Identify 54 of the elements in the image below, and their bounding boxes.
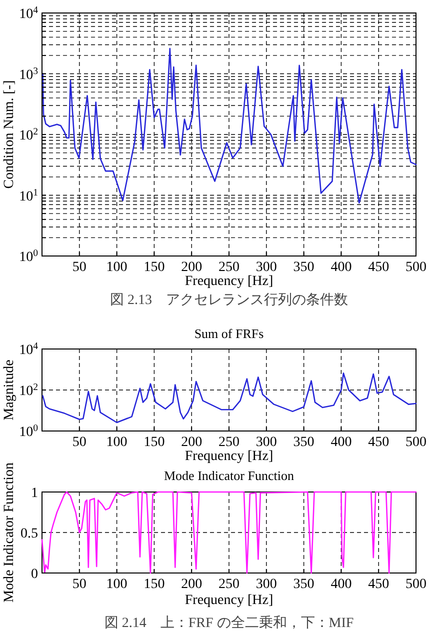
y-tick-label: 1 <box>31 486 38 501</box>
x-tick-label: 200 <box>181 260 202 275</box>
x-tick-label: 100 <box>106 435 128 450</box>
x-tick-label: 400 <box>330 260 352 275</box>
x-tick-label: 400 <box>330 435 352 450</box>
x-axis-title: Frequency [Hz] <box>184 274 274 289</box>
line-series <box>42 372 417 424</box>
y-tick-label: 0 <box>31 567 38 582</box>
x-tick-label: 250 <box>218 577 240 592</box>
y-axis-title: Magnitude <box>2 360 17 420</box>
x-tick-label: 150 <box>144 577 165 592</box>
chart-title: Sum of FRFs <box>194 326 264 341</box>
caption: 図 2.13 アクセレランス行列の条件数 <box>110 292 348 308</box>
x-tick-label: 450 <box>368 435 390 450</box>
x-tick-label: 150 <box>144 435 165 450</box>
x-tick-label: 150 <box>144 260 165 275</box>
y-tick-label: 10$^{0}$ <box>19 422 38 440</box>
y-tick-label: 10$^{2}$ <box>19 126 38 144</box>
x-tick-label: 50 <box>72 435 86 450</box>
x-tick-label: 500 <box>406 260 426 275</box>
x-tick-label: 100 <box>106 577 128 592</box>
x-tick-label: 500 <box>406 577 426 592</box>
x-tick-label: 300 <box>256 577 277 592</box>
y-axis-title: Mode Indicator Function <box>2 462 17 602</box>
caption: 図 2.14 上：FRF の全二乗和，下：MIF <box>104 615 354 631</box>
x-tick-label: 400 <box>330 577 352 592</box>
x-axis-title: Frequency [Hz] <box>184 593 274 608</box>
line-series <box>41 491 417 574</box>
x-tick-label: 300 <box>256 260 277 275</box>
y-tick-label: 10$^{0}$ <box>19 248 38 265</box>
y-tick-label: 10$^{4}$ <box>19 340 38 358</box>
y-tick-label: 10$^{1}$ <box>19 186 38 204</box>
y-tick-label: 10$^{2}$ <box>19 382 38 399</box>
x-tick-label: 200 <box>181 435 202 450</box>
x-tick-label: 50 <box>72 577 86 592</box>
x-tick-label: 250 <box>218 260 240 275</box>
x-axis-title: Frequency [Hz] <box>184 449 274 464</box>
y-tick-label: 10$^{4}$ <box>19 4 38 22</box>
x-tick-label: 500 <box>406 435 426 450</box>
y-tick-label: 0.5 <box>20 526 38 542</box>
x-tick-label: 350 <box>293 435 314 450</box>
x-tick-label: 300 <box>256 435 277 450</box>
x-tick-label: 50 <box>72 260 86 275</box>
y-axis-title: Condition Num. [-] <box>2 80 17 189</box>
x-tick-label: 450 <box>368 260 390 275</box>
x-tick-label: 450 <box>368 577 390 592</box>
x-tick-label: 350 <box>293 260 314 275</box>
line-series <box>42 48 417 204</box>
y-tick-label: 10$^{3}$ <box>19 65 38 83</box>
x-tick-label: 250 <box>218 435 240 450</box>
x-tick-label: 350 <box>293 577 314 592</box>
x-tick-label: 100 <box>106 260 128 275</box>
x-tick-label: 200 <box>181 577 202 592</box>
chart-title: Mode Indicator Function <box>164 468 294 483</box>
